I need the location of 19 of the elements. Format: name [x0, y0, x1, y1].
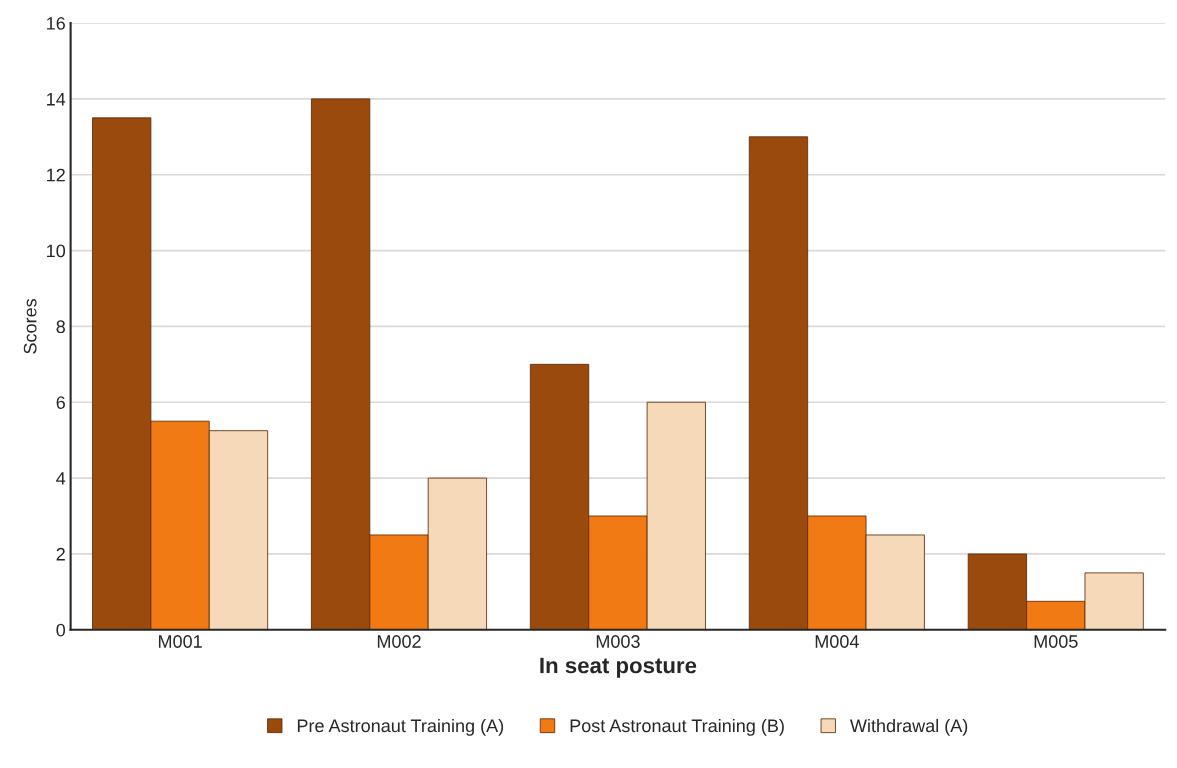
- legend-label: Post Astronaut Training (B): [570, 718, 784, 736]
- y-tick-label: 8: [56, 320, 65, 334]
- legend-label: Withdrawal (A): [850, 718, 968, 736]
- legend-label: Pre Astronaut Training (A): [297, 718, 504, 736]
- y-tick-label: 6: [56, 396, 65, 409]
- x-tick-label: M003: [596, 635, 640, 648]
- y-tick-label: 0: [56, 623, 66, 637]
- y-tick-label: 14: [47, 93, 66, 106]
- y-tick-label: 12: [47, 168, 65, 182]
- y-tick-label: 16: [47, 16, 65, 30]
- x-tick-label: M004: [815, 635, 859, 648]
- x-tick-label: M001: [158, 635, 202, 648]
- y-tick-label: 10: [47, 244, 66, 258]
- x-axis-title: In seat posture: [540, 657, 697, 678]
- y-tick-label: 4: [56, 472, 66, 485]
- x-tick-label: M005: [1034, 635, 1078, 648]
- y-tick-label: 2: [56, 547, 65, 561]
- x-tick-label: M002: [377, 635, 421, 648]
- y-axis-title: Scores: [23, 298, 37, 354]
